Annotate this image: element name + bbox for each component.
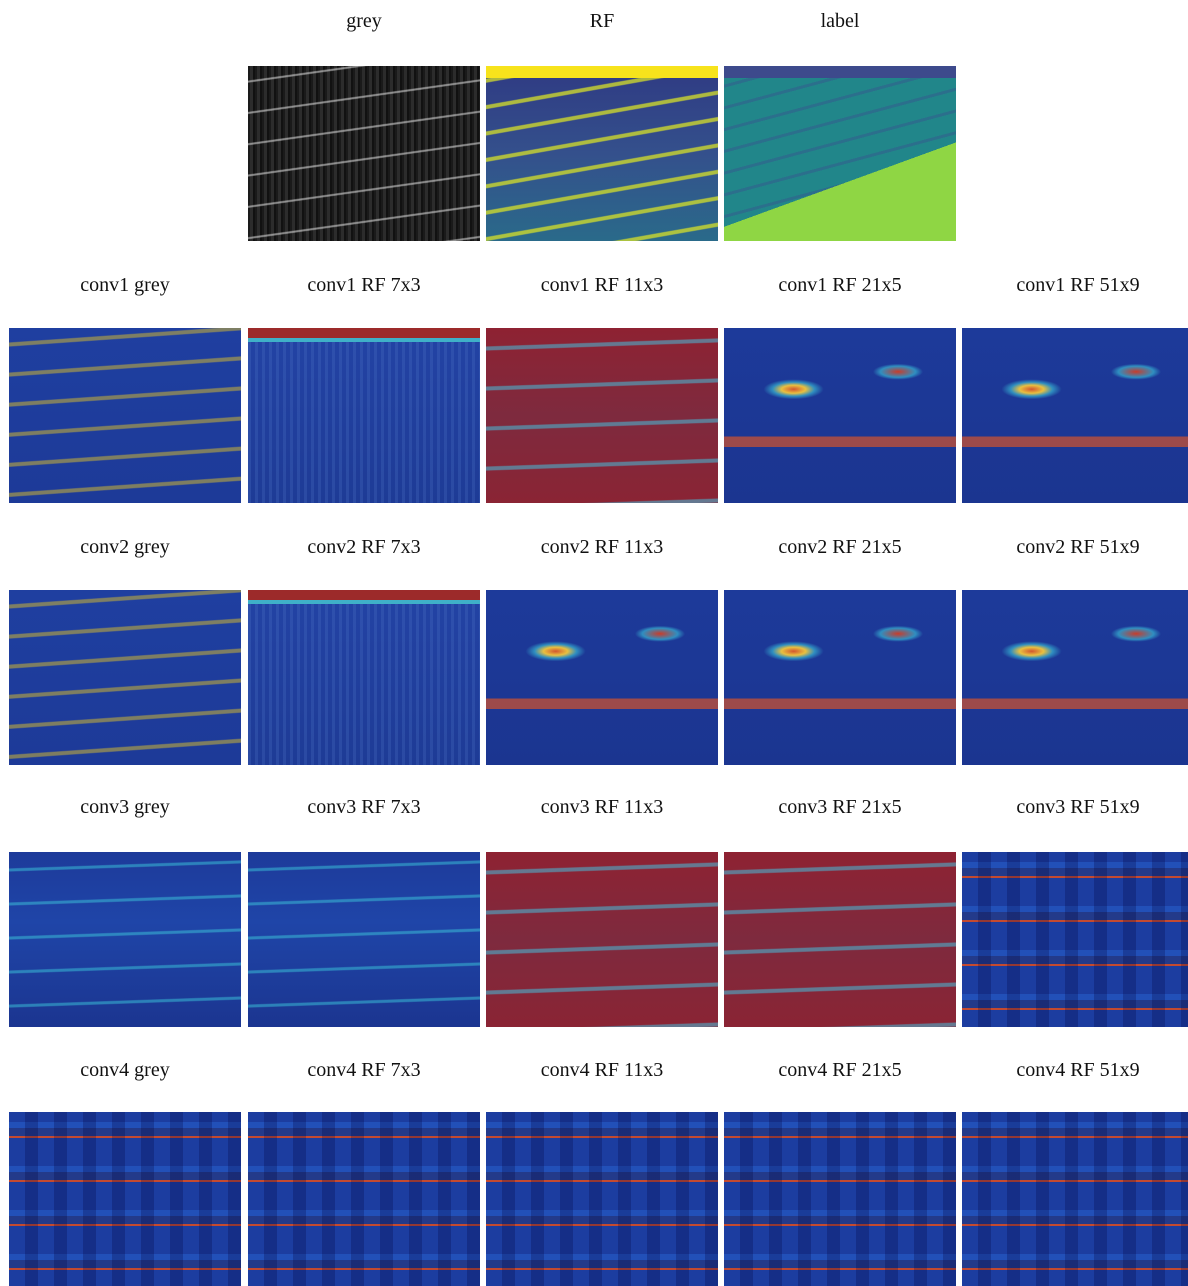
feature-map-title: conv1 RF 21x5 [724, 274, 956, 297]
feature-map [724, 590, 956, 765]
column-title: RF [486, 10, 718, 33]
feature-map [724, 1112, 956, 1286]
input-image [486, 66, 718, 241]
feature-map [486, 852, 718, 1027]
feature-map [486, 328, 718, 503]
feature-map-title: conv2 RF 7x3 [248, 536, 480, 559]
feature-map-title: conv3 RF 7x3 [248, 796, 480, 819]
feature-map [248, 590, 480, 765]
feature-map [962, 328, 1188, 503]
feature-map-title: conv2 RF 21x5 [724, 536, 956, 559]
feature-map [962, 852, 1188, 1027]
feature-map-title: conv2 RF 51x9 [962, 536, 1188, 559]
feature-map [9, 328, 241, 503]
feature-map-title: conv3 RF 21x5 [724, 796, 956, 819]
feature-map [9, 590, 241, 765]
column-title: grey [248, 10, 480, 33]
feature-map-title: conv4 RF 11x3 [486, 1059, 718, 1082]
feature-map-title: conv1 RF 7x3 [248, 274, 480, 297]
feature-map [248, 328, 480, 503]
feature-map [9, 852, 241, 1027]
feature-map [724, 852, 956, 1027]
feature-map [486, 1112, 718, 1286]
feature-map-title: conv2 grey [9, 536, 241, 559]
feature-map [248, 1112, 480, 1286]
feature-map [486, 590, 718, 765]
feature-map-title: conv2 RF 11x3 [486, 536, 718, 559]
feature-map-title: conv4 RF 51x9 [962, 1059, 1188, 1082]
feature-map-title: conv4 RF 7x3 [248, 1059, 480, 1082]
feature-map-title: conv3 grey [9, 796, 241, 819]
input-image [248, 66, 480, 241]
feature-map [962, 590, 1188, 765]
feature-map-title: conv3 RF 51x9 [962, 796, 1188, 819]
feature-map-title: conv1 grey [9, 274, 241, 297]
feature-map [962, 1112, 1188, 1286]
figure: grey RF label conv1 grey conv1 RF 7x3 conv1 R… [0, 0, 1188, 1286]
feature-map [9, 1112, 241, 1286]
feature-map-title: conv4 grey [9, 1059, 241, 1082]
feature-map-title: conv3 RF 11x3 [486, 796, 718, 819]
feature-map-title: conv1 RF 51x9 [962, 274, 1188, 297]
feature-map [724, 328, 956, 503]
feature-map-title: conv4 RF 21x5 [724, 1059, 956, 1082]
column-title: label [724, 10, 956, 33]
feature-map [248, 852, 480, 1027]
input-image [724, 66, 956, 241]
feature-map-title: conv1 RF 11x3 [486, 274, 718, 297]
